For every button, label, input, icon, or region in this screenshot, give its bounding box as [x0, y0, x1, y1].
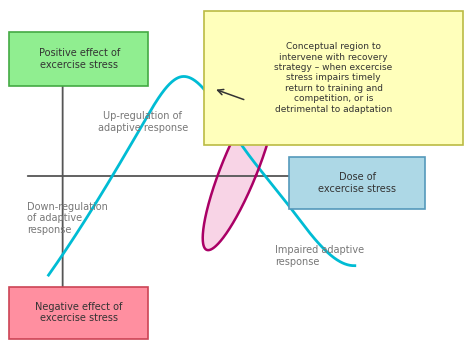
Text: Conceptual region to
intervene with recovery
strategy – when excercise
stress im: Conceptual region to intervene with reco…: [274, 42, 393, 114]
Text: Dose of
excercise stress: Dose of excercise stress: [318, 172, 396, 194]
Text: Down-regulation
of adaptive
response: Down-regulation of adaptive response: [27, 202, 108, 235]
Text: Impaired adaptive
response: Impaired adaptive response: [275, 245, 364, 267]
FancyBboxPatch shape: [289, 157, 426, 209]
Polygon shape: [203, 88, 276, 250]
FancyBboxPatch shape: [9, 287, 148, 339]
Text: Positive effect of
excercise stress: Positive effect of excercise stress: [38, 48, 120, 70]
FancyBboxPatch shape: [204, 11, 463, 145]
Text: Negative effect of
excercise stress: Negative effect of excercise stress: [36, 302, 123, 323]
FancyBboxPatch shape: [9, 32, 148, 86]
Text: Up-regulation of
adaptive response: Up-regulation of adaptive response: [98, 111, 188, 133]
